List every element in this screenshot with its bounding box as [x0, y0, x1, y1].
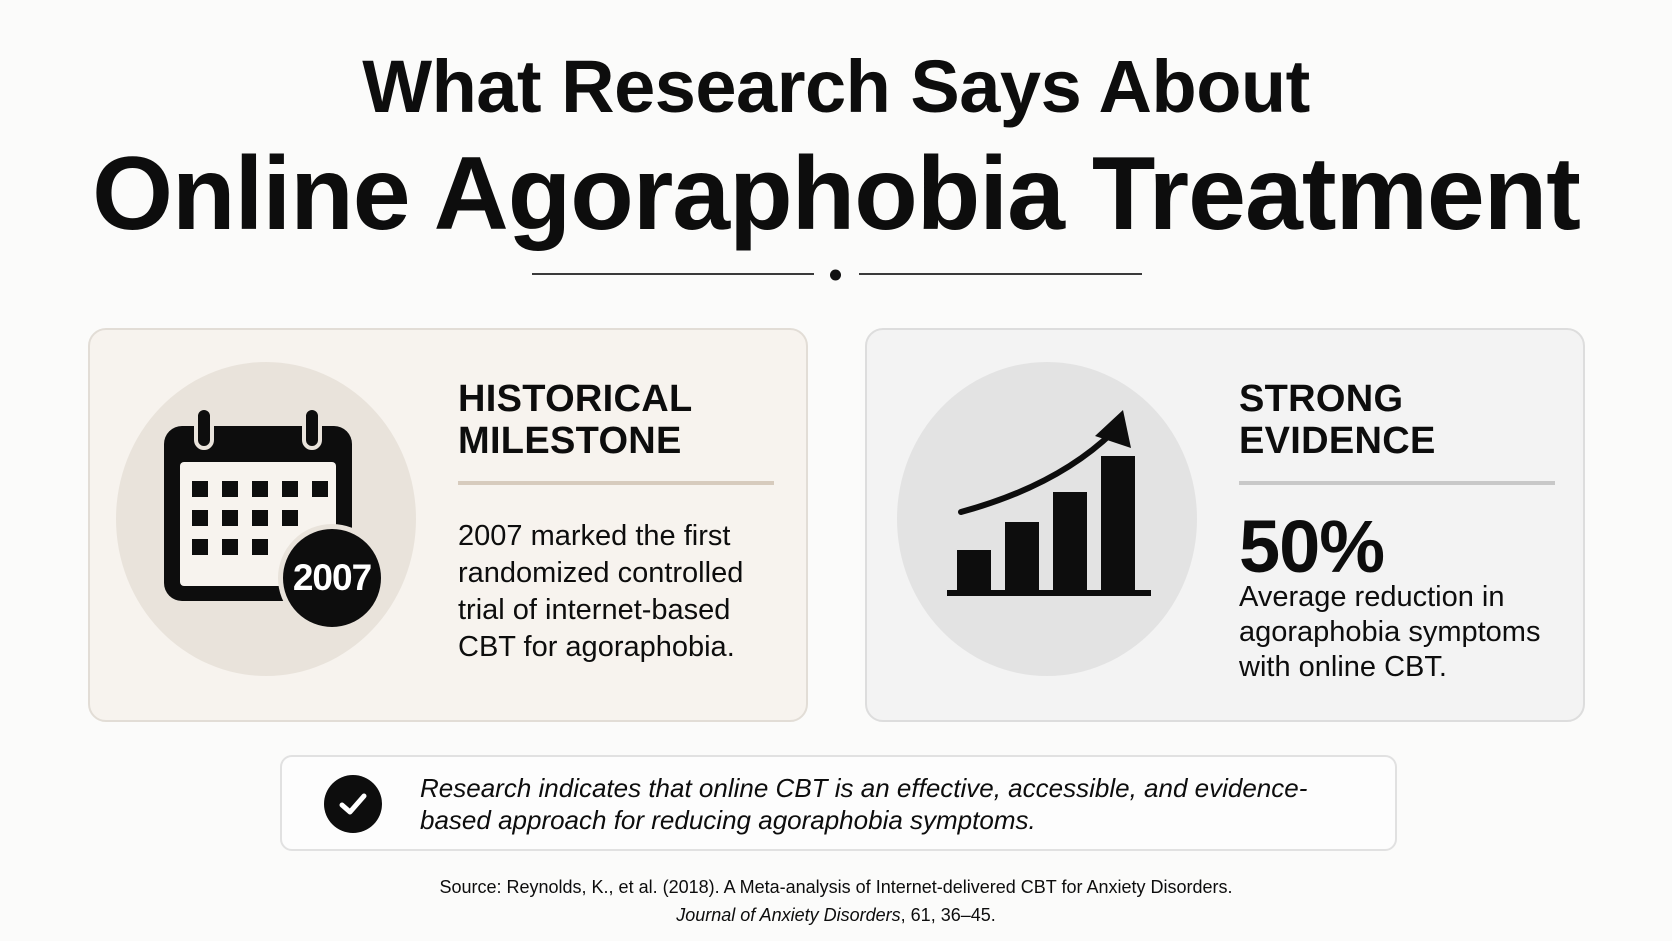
title-divider-right [859, 273, 1142, 275]
source-journal: Journal of Anxiety Disorders [676, 905, 901, 925]
evidence-rule [1239, 481, 1555, 485]
milestone-heading-line-2: MILESTONE [458, 420, 682, 462]
milestone-heading-line-1: HISTORICAL [458, 378, 693, 420]
title-divider-left [532, 273, 814, 275]
evidence-heading-line-1: STRONG [1239, 378, 1404, 420]
year-badge: 2007 [278, 524, 386, 632]
source-citation: Source: Reynolds, K., et al. (2018). A M… [439, 877, 1233, 897]
stat-caption: Average reduction in agoraphobia symptom… [1239, 581, 1541, 683]
evidence-card: STRONG EVIDENCE 50% Average reduction in… [865, 328, 1585, 722]
milestone-body: 2007 marked the first randomized control… [458, 520, 744, 663]
title-line-1: What Research Says About [362, 45, 1310, 128]
title-divider-dot [830, 269, 841, 281]
milestone-rule [458, 481, 774, 485]
conclusion-box: Research indicates that online CBT is an… [280, 755, 1397, 851]
evidence-heading: STRONG EVIDENCE [1239, 378, 1436, 462]
check-circle-icon [324, 775, 382, 833]
checkmark-icon [339, 793, 367, 815]
evidence-icon-circle [897, 362, 1197, 676]
stat-value: 50% [1239, 505, 1385, 588]
conclusion-text: Research indicates that online CBT is an… [420, 773, 1308, 835]
title-line-2: Online Agoraphobia Treatment [92, 136, 1581, 252]
evidence-heading-line-2: EVIDENCE [1239, 420, 1436, 462]
milestone-card: 2007 HISTORICAL MILESTONE 2007 marked th… [88, 328, 808, 722]
growth-chart-icon [947, 410, 1151, 596]
milestone-heading: HISTORICAL MILESTONE [458, 378, 693, 462]
source-journal-line: Journal of Anxiety Disorders, 61, 36–45. [0, 904, 1672, 926]
source-citation-tail: , 61, 36–45. [900, 905, 996, 925]
